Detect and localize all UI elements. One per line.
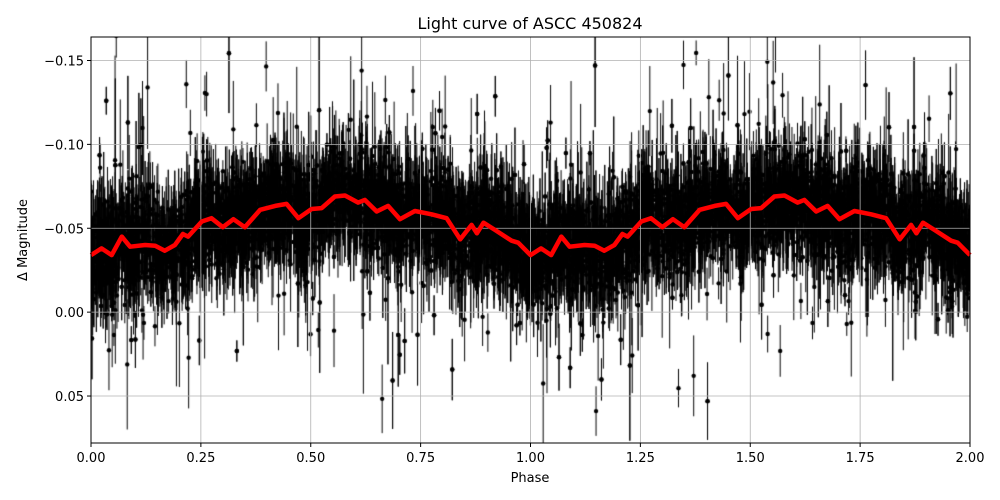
- grid: [90, 37, 971, 443]
- x-axis: 0.00 0.25 0.50 0.75 1.00 1.25 1.50 1.75 2.00: [77, 443, 985, 466]
- x-tick-label: 1.25: [626, 451, 655, 466]
- x-tick-label: 1.75: [846, 451, 875, 466]
- smoothed-curve: [89, 193, 972, 258]
- y-tick-label: −0.05: [44, 222, 84, 237]
- x-tick-label: 1.00: [516, 451, 545, 466]
- y-tick-label: −0.10: [44, 138, 84, 153]
- x-tick-label: 1.50: [736, 451, 765, 466]
- y-axis: −0.15 −0.10 −0.05 0.00 0.05: [44, 54, 91, 405]
- x-axis-label: Phase: [511, 471, 550, 486]
- y-axis-label: Δ Magnitude: [16, 199, 31, 281]
- x-tick-label: 2.00: [956, 451, 985, 466]
- x-tick-label: 0.50: [296, 451, 325, 466]
- x-tick-label: 0.25: [186, 451, 215, 466]
- y-tick-label: −0.15: [44, 54, 84, 69]
- chart-title: Light curve of ASCC 450824: [417, 14, 642, 33]
- y-tick-label: 0.00: [55, 306, 84, 321]
- x-tick-label: 0.00: [77, 451, 106, 466]
- y-tick-label: 0.05: [55, 390, 84, 405]
- x-tick-label: 0.75: [406, 451, 435, 466]
